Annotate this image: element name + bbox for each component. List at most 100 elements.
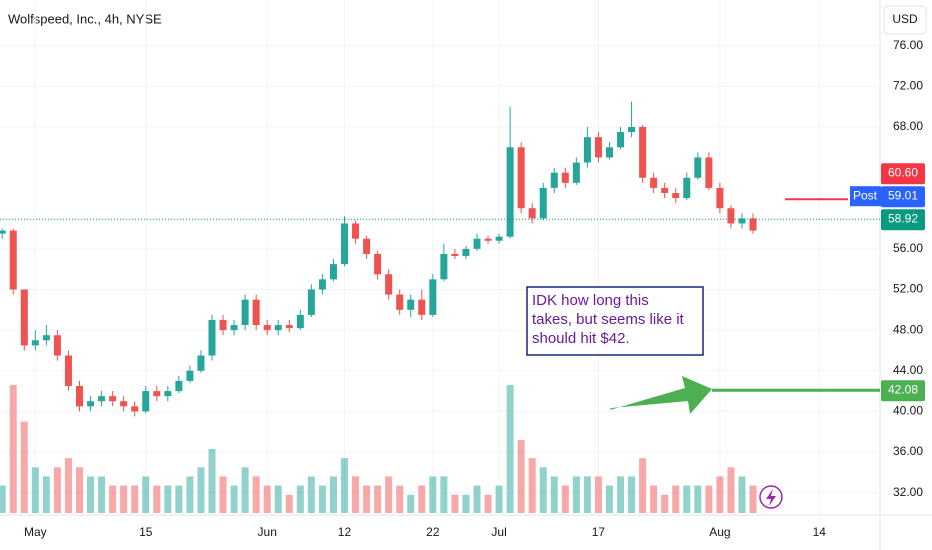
- volume-bar: [186, 476, 194, 513]
- volume-bar: [340, 458, 348, 513]
- x-tick-label: May: [24, 525, 47, 539]
- volume-bar: [672, 485, 680, 513]
- volume-bar: [153, 485, 161, 513]
- candle-body: [31, 340, 39, 346]
- candle-body: [605, 147, 613, 158]
- candle-body: [64, 355, 72, 386]
- candle-body: [705, 157, 713, 188]
- candle-body: [186, 370, 194, 381]
- volume-bar: [639, 458, 647, 513]
- volume-bar: [440, 476, 448, 513]
- candle-body: [694, 157, 702, 178]
- volume-bar: [42, 476, 50, 513]
- candle-body: [738, 218, 746, 224]
- annotation-text: takes, but seems like it: [532, 311, 685, 328]
- volume-bar: [241, 467, 249, 513]
- volume-bar: [53, 467, 61, 513]
- volume-bar: [418, 485, 426, 513]
- annotation-box: [526, 286, 704, 356]
- volume-bar: [650, 485, 658, 513]
- candle-body: [131, 406, 139, 412]
- candle-body: [307, 289, 315, 315]
- volume-bar: [506, 385, 514, 513]
- volume-bar: [451, 494, 459, 513]
- volume-bar: [318, 485, 326, 513]
- price-label: 42.08: [888, 382, 918, 396]
- candle-body: [42, 335, 50, 341]
- volume-bar: [561, 485, 569, 513]
- candle-body: [197, 355, 205, 371]
- candle-body: [418, 299, 426, 315]
- candle-body: [550, 172, 558, 188]
- candle-body: [318, 279, 326, 290]
- volume-bar: [20, 421, 28, 513]
- volume-bar: [528, 458, 536, 513]
- candle-body: [429, 279, 437, 315]
- y-tick-label: 32.00: [893, 485, 923, 499]
- candle-body: [296, 314, 304, 329]
- volume-bar: [517, 439, 525, 513]
- x-tick-label: 17: [592, 525, 606, 539]
- volume-bar: [594, 476, 602, 513]
- candle-body: [440, 253, 448, 280]
- price-label: 60.60: [888, 165, 918, 179]
- candle-body: [484, 238, 492, 241]
- volume-bar: [738, 476, 746, 513]
- y-tick-label: 72.00: [893, 79, 923, 93]
- y-tick-label: 44.00: [893, 363, 923, 377]
- candle-body: [241, 299, 249, 326]
- volume-bar: [705, 485, 713, 513]
- volume-bar: [307, 476, 315, 513]
- candle-body: [208, 319, 216, 356]
- volume-bar: [473, 485, 481, 513]
- volume-bar: [142, 476, 150, 513]
- volume-bar: [120, 485, 128, 513]
- chart-title: Wolfspeed, Inc., 4h, NYSE: [8, 11, 162, 26]
- volume-bar: [716, 476, 724, 513]
- x-tick-label: 12: [338, 525, 352, 539]
- x-tick-label: 14: [813, 525, 827, 539]
- candle-body: [109, 396, 117, 402]
- price-label: 58.92: [888, 211, 918, 225]
- candle-body: [363, 238, 371, 254]
- volume-bar: [539, 467, 547, 513]
- volume-bar: [219, 476, 227, 513]
- volume-bar: [749, 485, 757, 513]
- volume-bar: [617, 476, 625, 513]
- volume-bar: [208, 449, 216, 513]
- y-tick-label: 36.00: [893, 444, 923, 458]
- candle-body: [385, 274, 393, 295]
- candle-body: [749, 218, 757, 231]
- candle-body: [561, 172, 569, 183]
- annotation-text: IDK how long this: [532, 292, 649, 309]
- volume-bar: [230, 485, 238, 513]
- volume-bar: [484, 494, 492, 513]
- candle-body: [594, 137, 602, 158]
- candle-body: [583, 137, 591, 163]
- candle-body: [716, 187, 724, 209]
- candle-body: [539, 187, 547, 219]
- volume-bar: [197, 467, 205, 513]
- candle-body: [274, 325, 282, 331]
- candle-body: [495, 236, 503, 241]
- volume-bar: [727, 467, 735, 513]
- volume-bar: [0, 485, 6, 513]
- currency-button[interactable]: [883, 5, 927, 35]
- volume-bar: [583, 476, 591, 513]
- candle-body: [285, 325, 293, 329]
- price-label-bg: [881, 380, 925, 402]
- volume-bar: [374, 485, 382, 513]
- y-tick-label: 40.00: [893, 404, 923, 418]
- candle-body: [572, 162, 580, 183]
- x-tick-label: Aug: [709, 525, 730, 539]
- y-tick-label: 68.00: [893, 119, 923, 133]
- volume-bar: [694, 485, 702, 513]
- candle-body: [9, 230, 17, 290]
- volume-bar: [683, 485, 691, 513]
- volume-bar: [175, 485, 183, 513]
- x-tick-label: Jul: [491, 525, 506, 539]
- volume-bar: [75, 467, 83, 513]
- volume-bar: [98, 476, 106, 513]
- y-tick-label: 76.00: [893, 38, 923, 52]
